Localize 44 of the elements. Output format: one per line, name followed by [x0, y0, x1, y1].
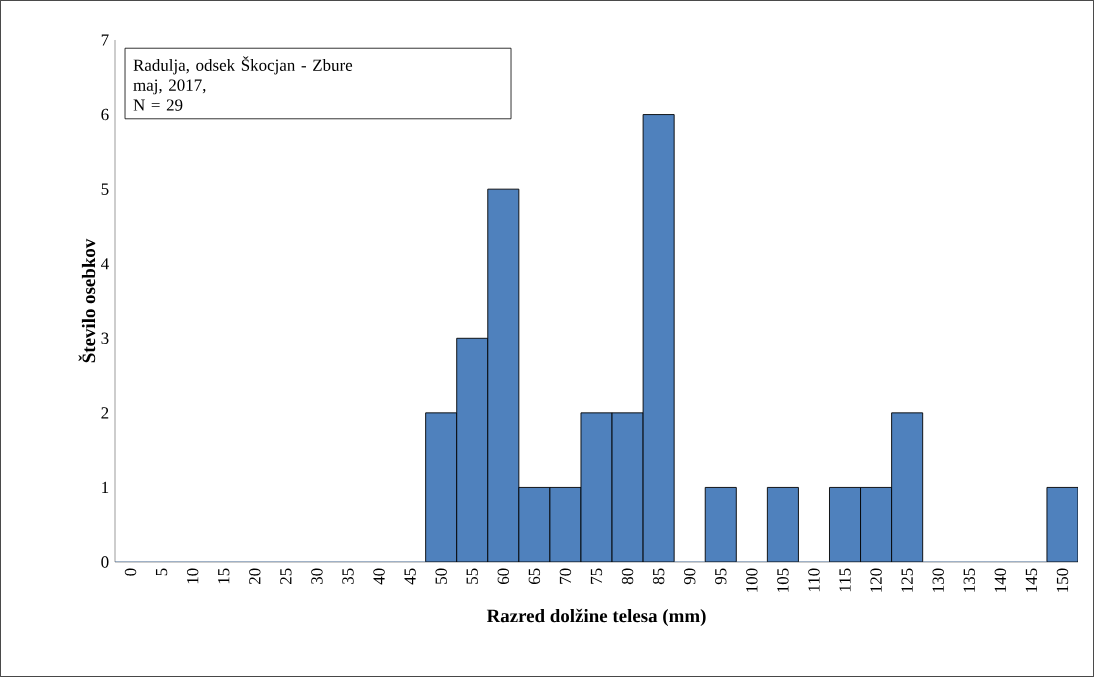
x-tick-label: 40 [373, 568, 385, 585]
x-tick-label: 25 [280, 568, 292, 585]
x-tick-label: 65 [528, 568, 541, 585]
x-tick-label: 120 [870, 568, 882, 592]
x-tick-label: 100 [746, 568, 758, 592]
annotation: Radulja, odsek Škocjan - Zbure [133, 56, 353, 75]
x-tick-label: 150 [1056, 568, 1069, 592]
x-tick-label: 10 [186, 568, 199, 584]
x-tick-label: 90 [683, 568, 696, 585]
x-tick-label: 110 [808, 568, 820, 592]
y-tick-label: 0 [101, 556, 109, 568]
x-tick-label: 45 [404, 568, 416, 585]
y-axis-title: Število osebkov [78, 238, 96, 363]
x-tick-label: 95 [715, 568, 727, 585]
y-tick-label: 3 [101, 332, 109, 344]
y-tick-label: 7 [101, 34, 109, 46]
x-tick-label: 5 [155, 568, 168, 576]
x-tick-label: 80 [621, 568, 634, 585]
x-tick-label: 125 [901, 568, 913, 592]
x-tick-label: 0 [124, 568, 137, 576]
x-tick-label: 35 [342, 568, 354, 584]
x-tick-label: 140 [994, 568, 1007, 592]
x-tick-label: 55 [466, 568, 478, 584]
x-tick-label: 15 [218, 568, 230, 584]
y-tick-label: 4 [101, 258, 109, 270]
y-tick-label: 2 [101, 407, 109, 419]
y-tick-label: 5 [101, 183, 109, 195]
y-tick-label: 1 [102, 481, 109, 494]
x-tick-label: 70 [559, 568, 572, 584]
annotation: N = 29 [133, 99, 183, 111]
x-tick-label: 75 [590, 568, 603, 584]
x-tick-label: 105 [777, 568, 789, 592]
x-tick-label: 30 [311, 568, 323, 584]
x-axis-title: Razred dolžine telesa (mm) [486, 608, 706, 627]
x-tick-label: 135 [963, 568, 975, 592]
y-tick-label: 6 [101, 108, 109, 121]
x-tick-label: 85 [652, 568, 665, 585]
x-tick-label: 130 [932, 568, 944, 592]
x-tick-label: 20 [249, 568, 261, 585]
annotation: maj, 2017, [133, 79, 206, 95]
x-tick-label: 50 [435, 568, 447, 584]
x-tick-label: 60 [497, 568, 510, 585]
x-tick-label: 115 [839, 568, 851, 592]
x-tick-label: 145 [1025, 568, 1038, 592]
